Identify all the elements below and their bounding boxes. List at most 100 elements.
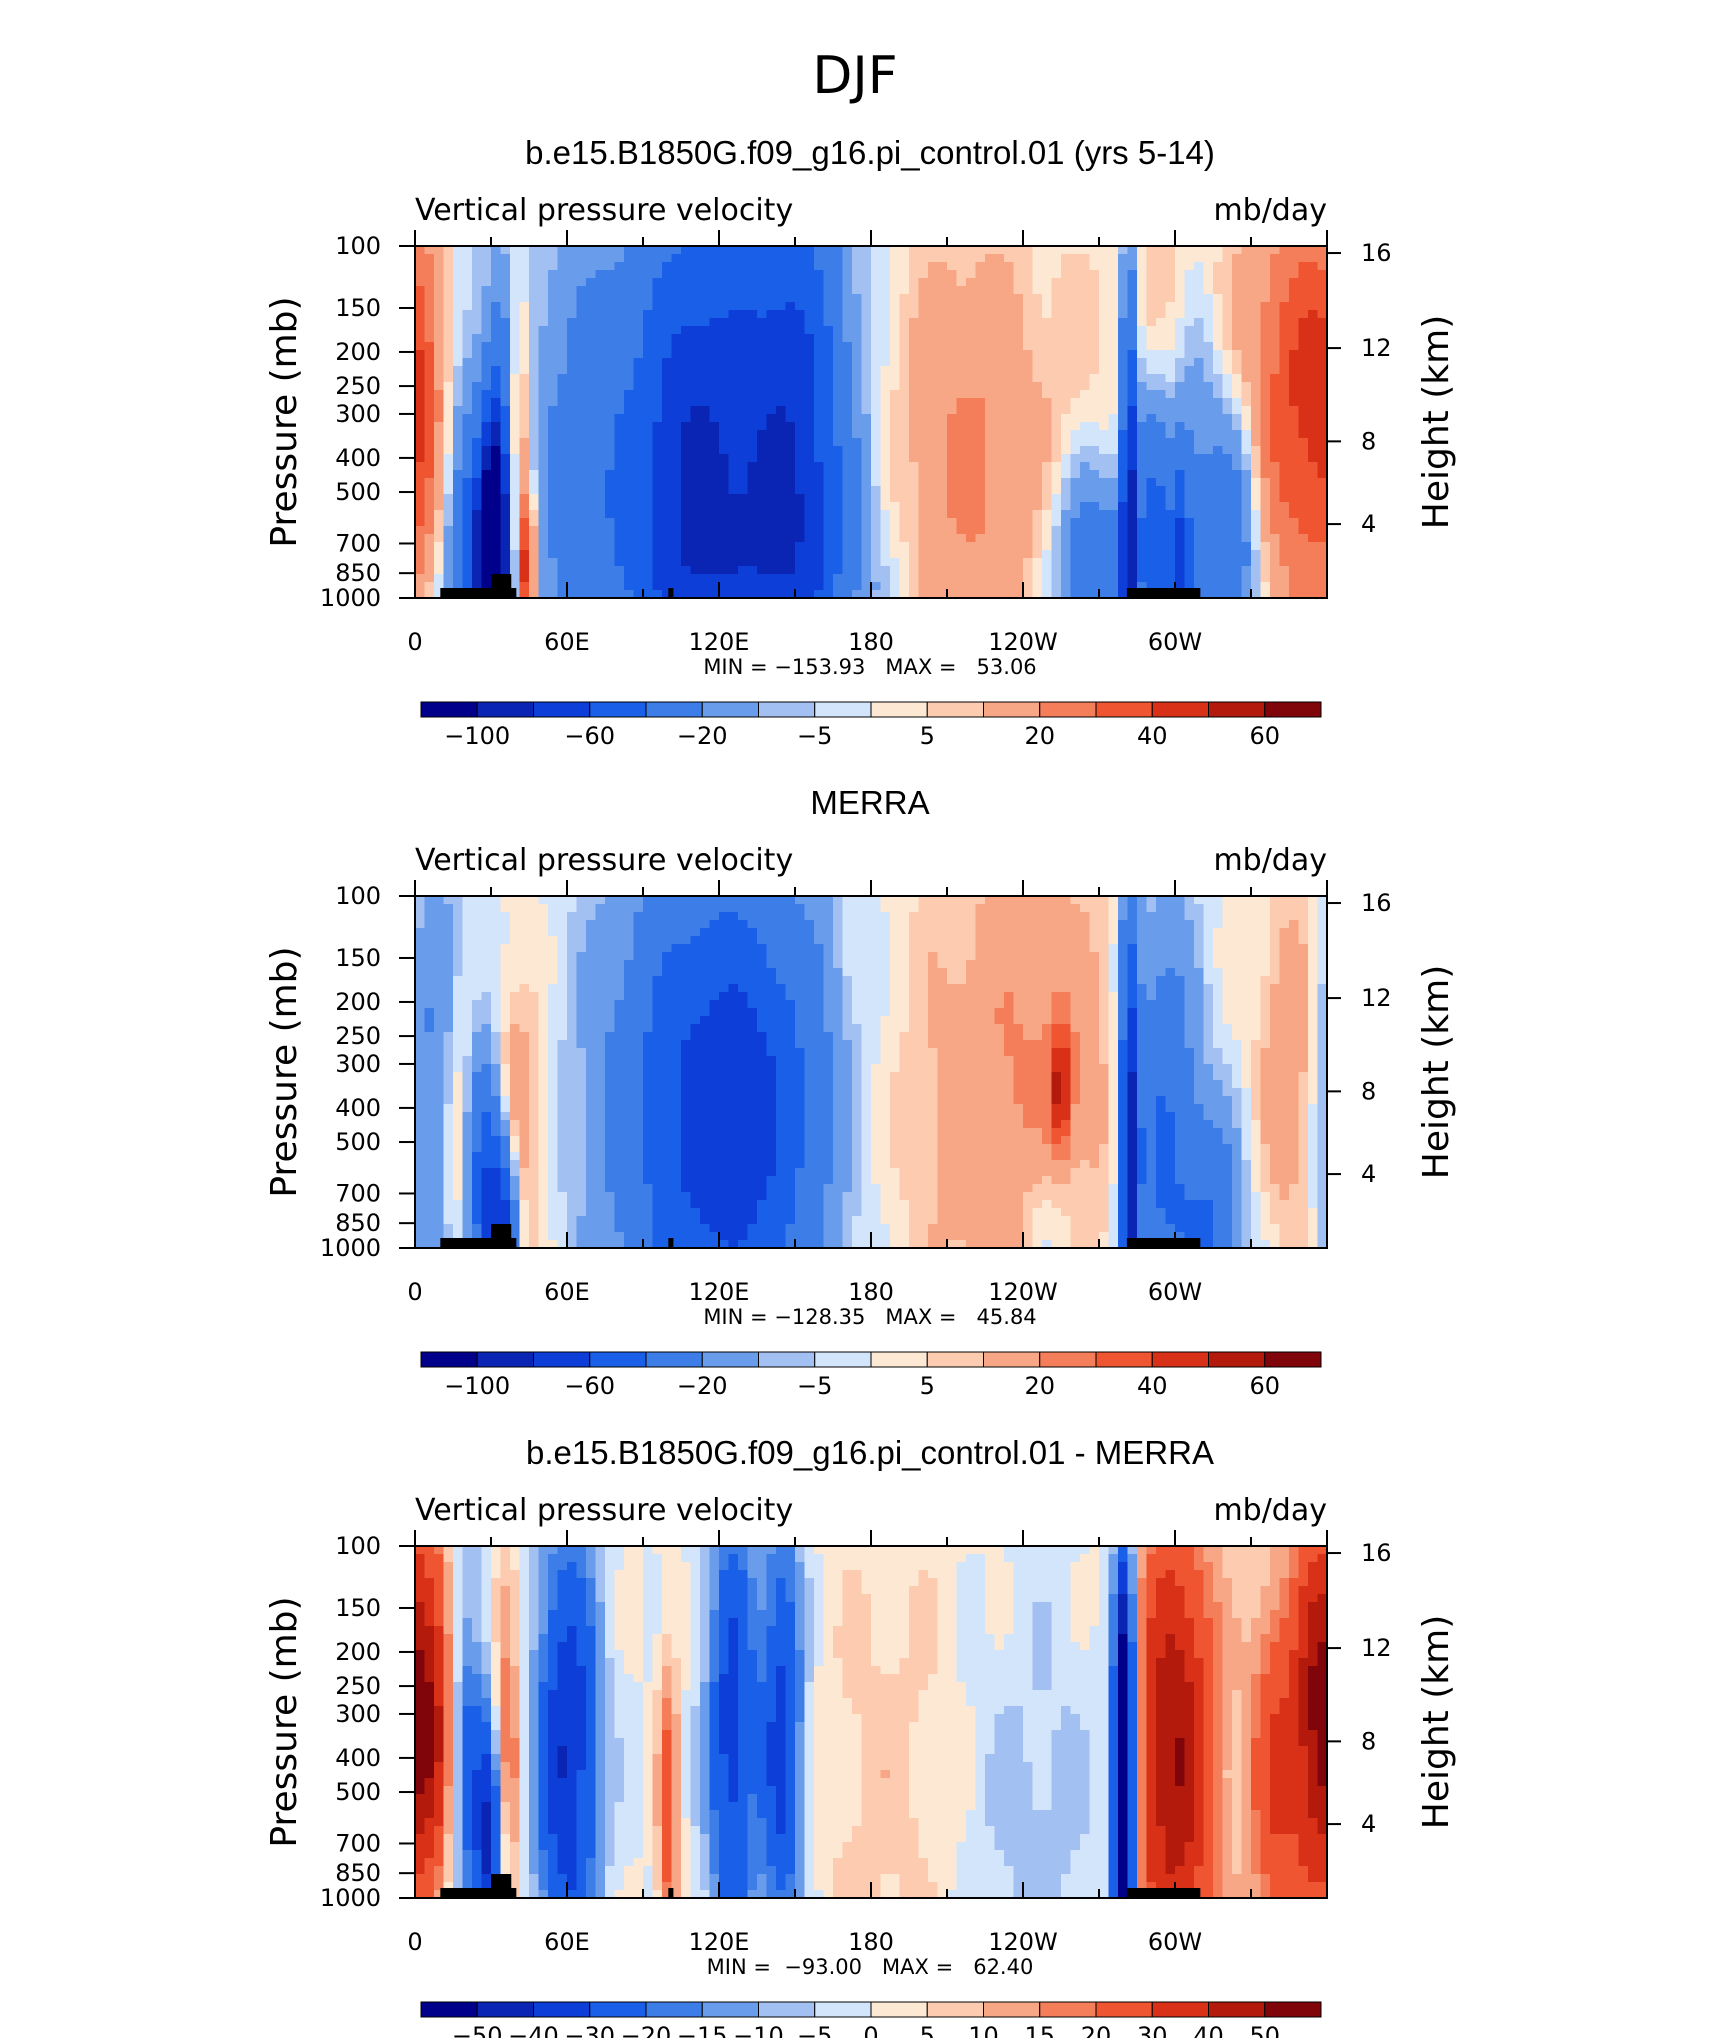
heat-cell <box>605 936 616 945</box>
heat-cell <box>557 550 568 559</box>
heat-cell <box>1270 326 1281 335</box>
heat-cell <box>481 550 492 559</box>
heat-cell <box>1156 414 1167 423</box>
heat-cell <box>1289 494 1300 503</box>
heat-cell <box>1279 358 1290 367</box>
heat-cell <box>1308 518 1319 527</box>
heat-cell <box>1222 510 1233 519</box>
heat-cell <box>443 326 454 335</box>
heat-cell <box>956 486 967 495</box>
heat-cell <box>1032 566 1043 575</box>
heat-cell <box>728 566 739 575</box>
heat-cell <box>472 904 483 913</box>
heat-cell <box>1118 566 1129 575</box>
heat-cell <box>567 414 578 423</box>
heat-cell <box>443 502 454 511</box>
heat-cell <box>529 518 540 527</box>
heat-cell <box>1279 422 1290 431</box>
heat-cell <box>462 550 473 559</box>
heat-cell <box>1146 294 1157 303</box>
heat-cell <box>747 590 758 599</box>
heat-cell <box>415 462 426 471</box>
heat-cell <box>918 374 929 383</box>
heat-cell <box>1051 590 1062 599</box>
heat-cell <box>690 278 701 287</box>
heat-cell <box>776 406 787 415</box>
heat-cell <box>1260 382 1271 391</box>
heat-cell <box>852 904 863 913</box>
heat-cell <box>500 928 511 937</box>
heat-cell <box>624 294 635 303</box>
heat-cell <box>833 446 844 455</box>
heat-cell <box>481 438 492 447</box>
heat-cell <box>415 920 426 929</box>
heat-cell <box>1146 446 1157 455</box>
heat-cell <box>1165 534 1176 543</box>
heat-cell <box>985 390 996 399</box>
heat-cell <box>671 446 682 455</box>
heat-cell <box>1127 262 1138 271</box>
heat-cell <box>1279 438 1290 447</box>
heat-cell <box>1013 542 1024 551</box>
heat-cell <box>614 920 625 929</box>
heat-cell <box>1260 294 1271 303</box>
heat-cell <box>519 318 530 327</box>
heat-cell <box>709 582 720 591</box>
heat-cell <box>633 310 644 319</box>
heat-cell <box>1051 510 1062 519</box>
heat-cell <box>1108 446 1119 455</box>
heat-cell <box>681 278 692 287</box>
heat-cell <box>1317 486 1328 495</box>
heat-cell <box>557 438 568 447</box>
heat-cell <box>633 542 644 551</box>
heat-cell <box>728 502 739 511</box>
heat-cell <box>1042 254 1053 263</box>
heat-cell <box>852 470 863 479</box>
heat-cell <box>861 470 872 479</box>
heat-cell <box>700 270 711 279</box>
heat-cell <box>747 270 758 279</box>
heat-cell <box>624 558 635 567</box>
heat-cell <box>576 326 587 335</box>
y-tick-label: 850 <box>335 559 381 587</box>
heat-cell <box>434 318 445 327</box>
heat-cell <box>529 350 540 359</box>
heat-cell <box>548 326 559 335</box>
heat-cell <box>557 510 568 519</box>
heat-cell <box>1260 574 1271 583</box>
heat-cell <box>947 510 958 519</box>
heat-cell <box>842 574 853 583</box>
heat-cell <box>795 270 806 279</box>
heat-cell <box>918 246 929 255</box>
heat-cell <box>985 262 996 271</box>
heat-cell <box>671 510 682 519</box>
heat-cell <box>690 558 701 567</box>
heat-cell <box>1213 904 1224 913</box>
heat-cell <box>1175 310 1186 319</box>
heat-cell <box>415 534 426 543</box>
heat-cell <box>937 558 948 567</box>
heat-cell <box>595 398 606 407</box>
heat-cell <box>443 414 454 423</box>
heat-cell <box>605 486 616 495</box>
heat-cell <box>852 326 863 335</box>
heat-cell <box>1023 390 1034 399</box>
heat-cell <box>928 936 939 945</box>
heat-cell <box>738 262 749 271</box>
heat-cell <box>804 246 815 255</box>
heat-cell <box>1203 936 1214 945</box>
heat-cell <box>852 318 863 327</box>
heat-cell <box>472 582 483 591</box>
heat-cell <box>966 534 977 543</box>
heat-cell <box>823 422 834 431</box>
heat-cell <box>472 302 483 311</box>
heat-cell <box>576 542 587 551</box>
heat-cell <box>1184 510 1195 519</box>
heat-cell <box>1061 454 1072 463</box>
heat-cell <box>814 928 825 937</box>
heat-cell <box>947 912 958 921</box>
heat-cell <box>766 470 777 479</box>
heat-cell <box>595 574 606 583</box>
heat-cell <box>956 294 967 303</box>
heat-cell <box>1089 278 1100 287</box>
